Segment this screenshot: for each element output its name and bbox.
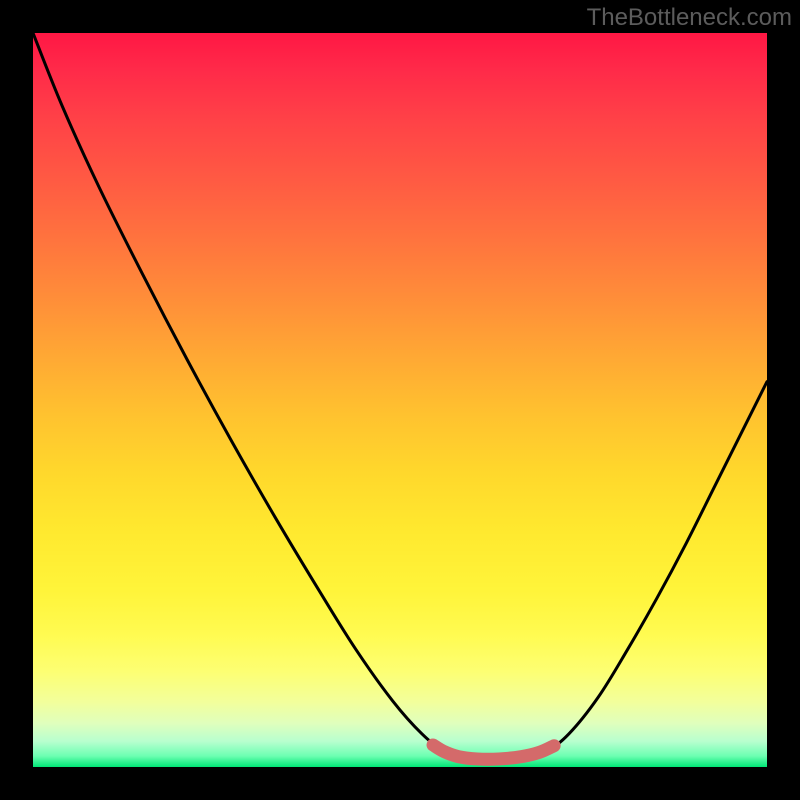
chart-plot-area bbox=[33, 33, 767, 767]
gradient-background bbox=[33, 33, 767, 767]
attribution-label: TheBottleneck.com bbox=[587, 4, 792, 32]
curve-svg bbox=[33, 33, 767, 767]
